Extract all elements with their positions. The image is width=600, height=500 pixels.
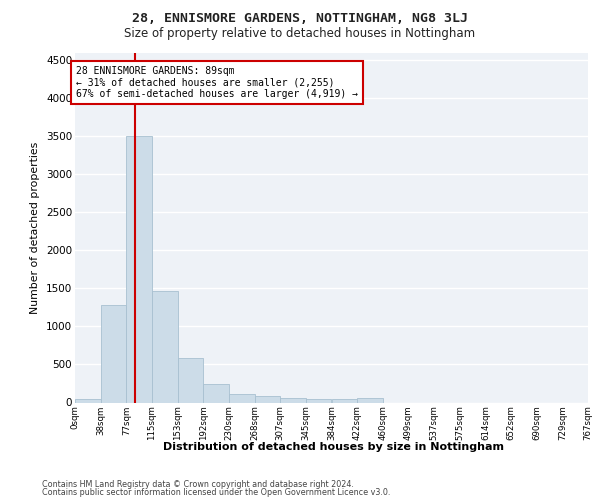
Bar bbox=[178, 358, 203, 403]
Text: Distribution of detached houses by size in Nottingham: Distribution of detached houses by size … bbox=[163, 442, 503, 452]
Bar bbox=[229, 394, 254, 402]
Bar bbox=[357, 398, 383, 402]
Text: Contains public sector information licensed under the Open Government Licence v3: Contains public sector information licen… bbox=[42, 488, 391, 497]
Text: 28, ENNISMORE GARDENS, NOTTINGHAM, NG8 3LJ: 28, ENNISMORE GARDENS, NOTTINGHAM, NG8 3… bbox=[132, 12, 468, 26]
Bar bbox=[152, 290, 178, 403]
Text: 28 ENNISMORE GARDENS: 89sqm
← 31% of detached houses are smaller (2,255)
67% of : 28 ENNISMORE GARDENS: 89sqm ← 31% of det… bbox=[76, 66, 358, 100]
Bar bbox=[101, 305, 127, 402]
Bar bbox=[306, 398, 331, 402]
Bar bbox=[203, 384, 229, 402]
Bar bbox=[254, 396, 280, 402]
Text: Size of property relative to detached houses in Nottingham: Size of property relative to detached ho… bbox=[124, 28, 476, 40]
Y-axis label: Number of detached properties: Number of detached properties bbox=[31, 142, 40, 314]
Bar bbox=[331, 400, 357, 402]
Bar bbox=[280, 398, 306, 402]
Bar bbox=[75, 400, 101, 402]
Bar bbox=[127, 136, 152, 402]
Text: Contains HM Land Registry data © Crown copyright and database right 2024.: Contains HM Land Registry data © Crown c… bbox=[42, 480, 354, 489]
